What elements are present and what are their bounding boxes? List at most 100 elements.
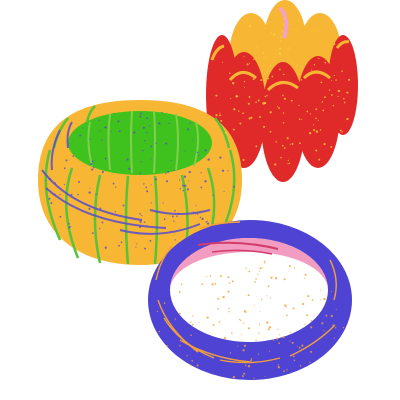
speckle-dot: [278, 342, 280, 345]
speckle-dot: [250, 358, 253, 360]
speckle-dot: [319, 129, 322, 131]
speckle-dot: [324, 61, 327, 64]
speckle-dot: [287, 163, 289, 165]
speckle-dot: [320, 299, 321, 301]
speckle-dot: [201, 349, 203, 352]
speckle-dot: [128, 167, 131, 170]
speckle-dot: [176, 215, 178, 218]
speckle-dot: [277, 364, 280, 366]
speckle-dot: [149, 239, 152, 242]
speckle-dot: [289, 340, 291, 342]
speckle-dot: [173, 220, 175, 222]
speckle-dot: [224, 131, 227, 134]
speckle-dot: [283, 17, 286, 19]
speckle-dot: [275, 141, 277, 143]
speckle-dot: [187, 128, 190, 131]
speckle-dot: [232, 82, 235, 85]
speckle-dot: [206, 316, 209, 319]
speckle-dot: [323, 96, 326, 99]
speckle-dot: [229, 72, 231, 74]
speckle-dot: [310, 319, 313, 322]
speckle-dot: [138, 225, 142, 229]
speckle-dot: [139, 213, 141, 215]
speckle-dot: [299, 365, 302, 367]
speckle-dot: [219, 275, 222, 278]
speckle-dot: [122, 204, 125, 207]
speckle-dot: [291, 143, 294, 145]
speckle-dot: [328, 89, 331, 91]
speckle-dot: [331, 80, 333, 82]
speckle-dot: [221, 61, 224, 63]
speckle-dot: [65, 159, 68, 162]
bangle-orange-green-inner-stripes: [87, 110, 200, 174]
speckle-dot: [300, 79, 303, 81]
speckle-dot: [348, 78, 351, 81]
speckle-dot: [292, 355, 295, 358]
speckle-dot: [243, 322, 245, 324]
speckle-dot: [264, 95, 267, 98]
speckle-dot: [165, 344, 168, 347]
speckle-dot: [308, 132, 312, 135]
speckle-dot: [171, 215, 174, 218]
speckle-dot: [118, 130, 121, 133]
speckle-dot: [274, 163, 277, 166]
speckle-dot: [104, 157, 107, 160]
speckle-dot: [99, 130, 101, 132]
speckle-dot: [196, 234, 199, 237]
speckle-dot: [165, 180, 169, 183]
speckle-dot: [101, 170, 104, 174]
speckle-dot: [287, 159, 290, 161]
speckle-dot: [232, 185, 235, 188]
speckle-dot: [154, 178, 157, 181]
speckle-dot: [277, 328, 279, 330]
speckle-dot: [247, 294, 250, 297]
bangle-blue-pink-scratches: [155, 221, 337, 364]
speckle-dot: [206, 222, 210, 225]
speckle-dot: [113, 113, 115, 115]
bangle-orange-green: [38, 100, 242, 265]
speckle-dot: [104, 246, 107, 249]
speckle-dot: [255, 145, 258, 148]
speckle-dot: [150, 145, 153, 148]
speckle-dot: [304, 323, 306, 325]
speckle-dot: [248, 270, 251, 273]
speckle-dot: [212, 324, 215, 327]
speckle-dot: [192, 315, 194, 317]
bangle-red-orange-highlight: [278, 6, 289, 39]
speckle-dot: [255, 101, 257, 104]
speckle-dot: [141, 215, 143, 217]
speckle-dot: [310, 350, 313, 353]
speckle-dot: [228, 307, 230, 310]
speckle-dot: [169, 325, 172, 328]
speckle-dot: [298, 118, 301, 120]
speckle-dot: [219, 156, 222, 159]
speckle-dot: [243, 80, 246, 83]
speckle-dot: [142, 126, 145, 129]
speckle-dot: [111, 131, 113, 133]
speckle-dot: [269, 64, 271, 67]
speckle-texture: [45, 17, 351, 379]
speckle-dot: [322, 109, 325, 112]
speckle-dot: [258, 323, 261, 326]
speckle-dot: [313, 64, 316, 66]
speckle-dot: [257, 33, 260, 35]
speckle-dot: [211, 283, 214, 286]
speckle-dot: [312, 54, 315, 56]
speckle-dot: [68, 223, 70, 225]
speckle-dot: [241, 375, 244, 378]
speckle-dot: [333, 74, 335, 77]
speckle-dot: [89, 187, 91, 189]
speckle-dot: [320, 289, 322, 291]
bangle-orange-green-opening: [68, 111, 212, 175]
speckle-dot: [273, 339, 275, 342]
speckle-dot: [263, 101, 267, 105]
speckle-dot: [266, 321, 269, 324]
speckle-dot: [278, 52, 282, 55]
bangle-red-orange-outer-lobe: [296, 56, 340, 168]
speckle-dot: [335, 308, 337, 310]
speckle-dot: [139, 172, 142, 174]
speckle-dot: [50, 202, 53, 205]
speckle-dot: [204, 180, 207, 183]
speckle-dot: [306, 110, 309, 113]
speckle-dot: [247, 327, 251, 330]
